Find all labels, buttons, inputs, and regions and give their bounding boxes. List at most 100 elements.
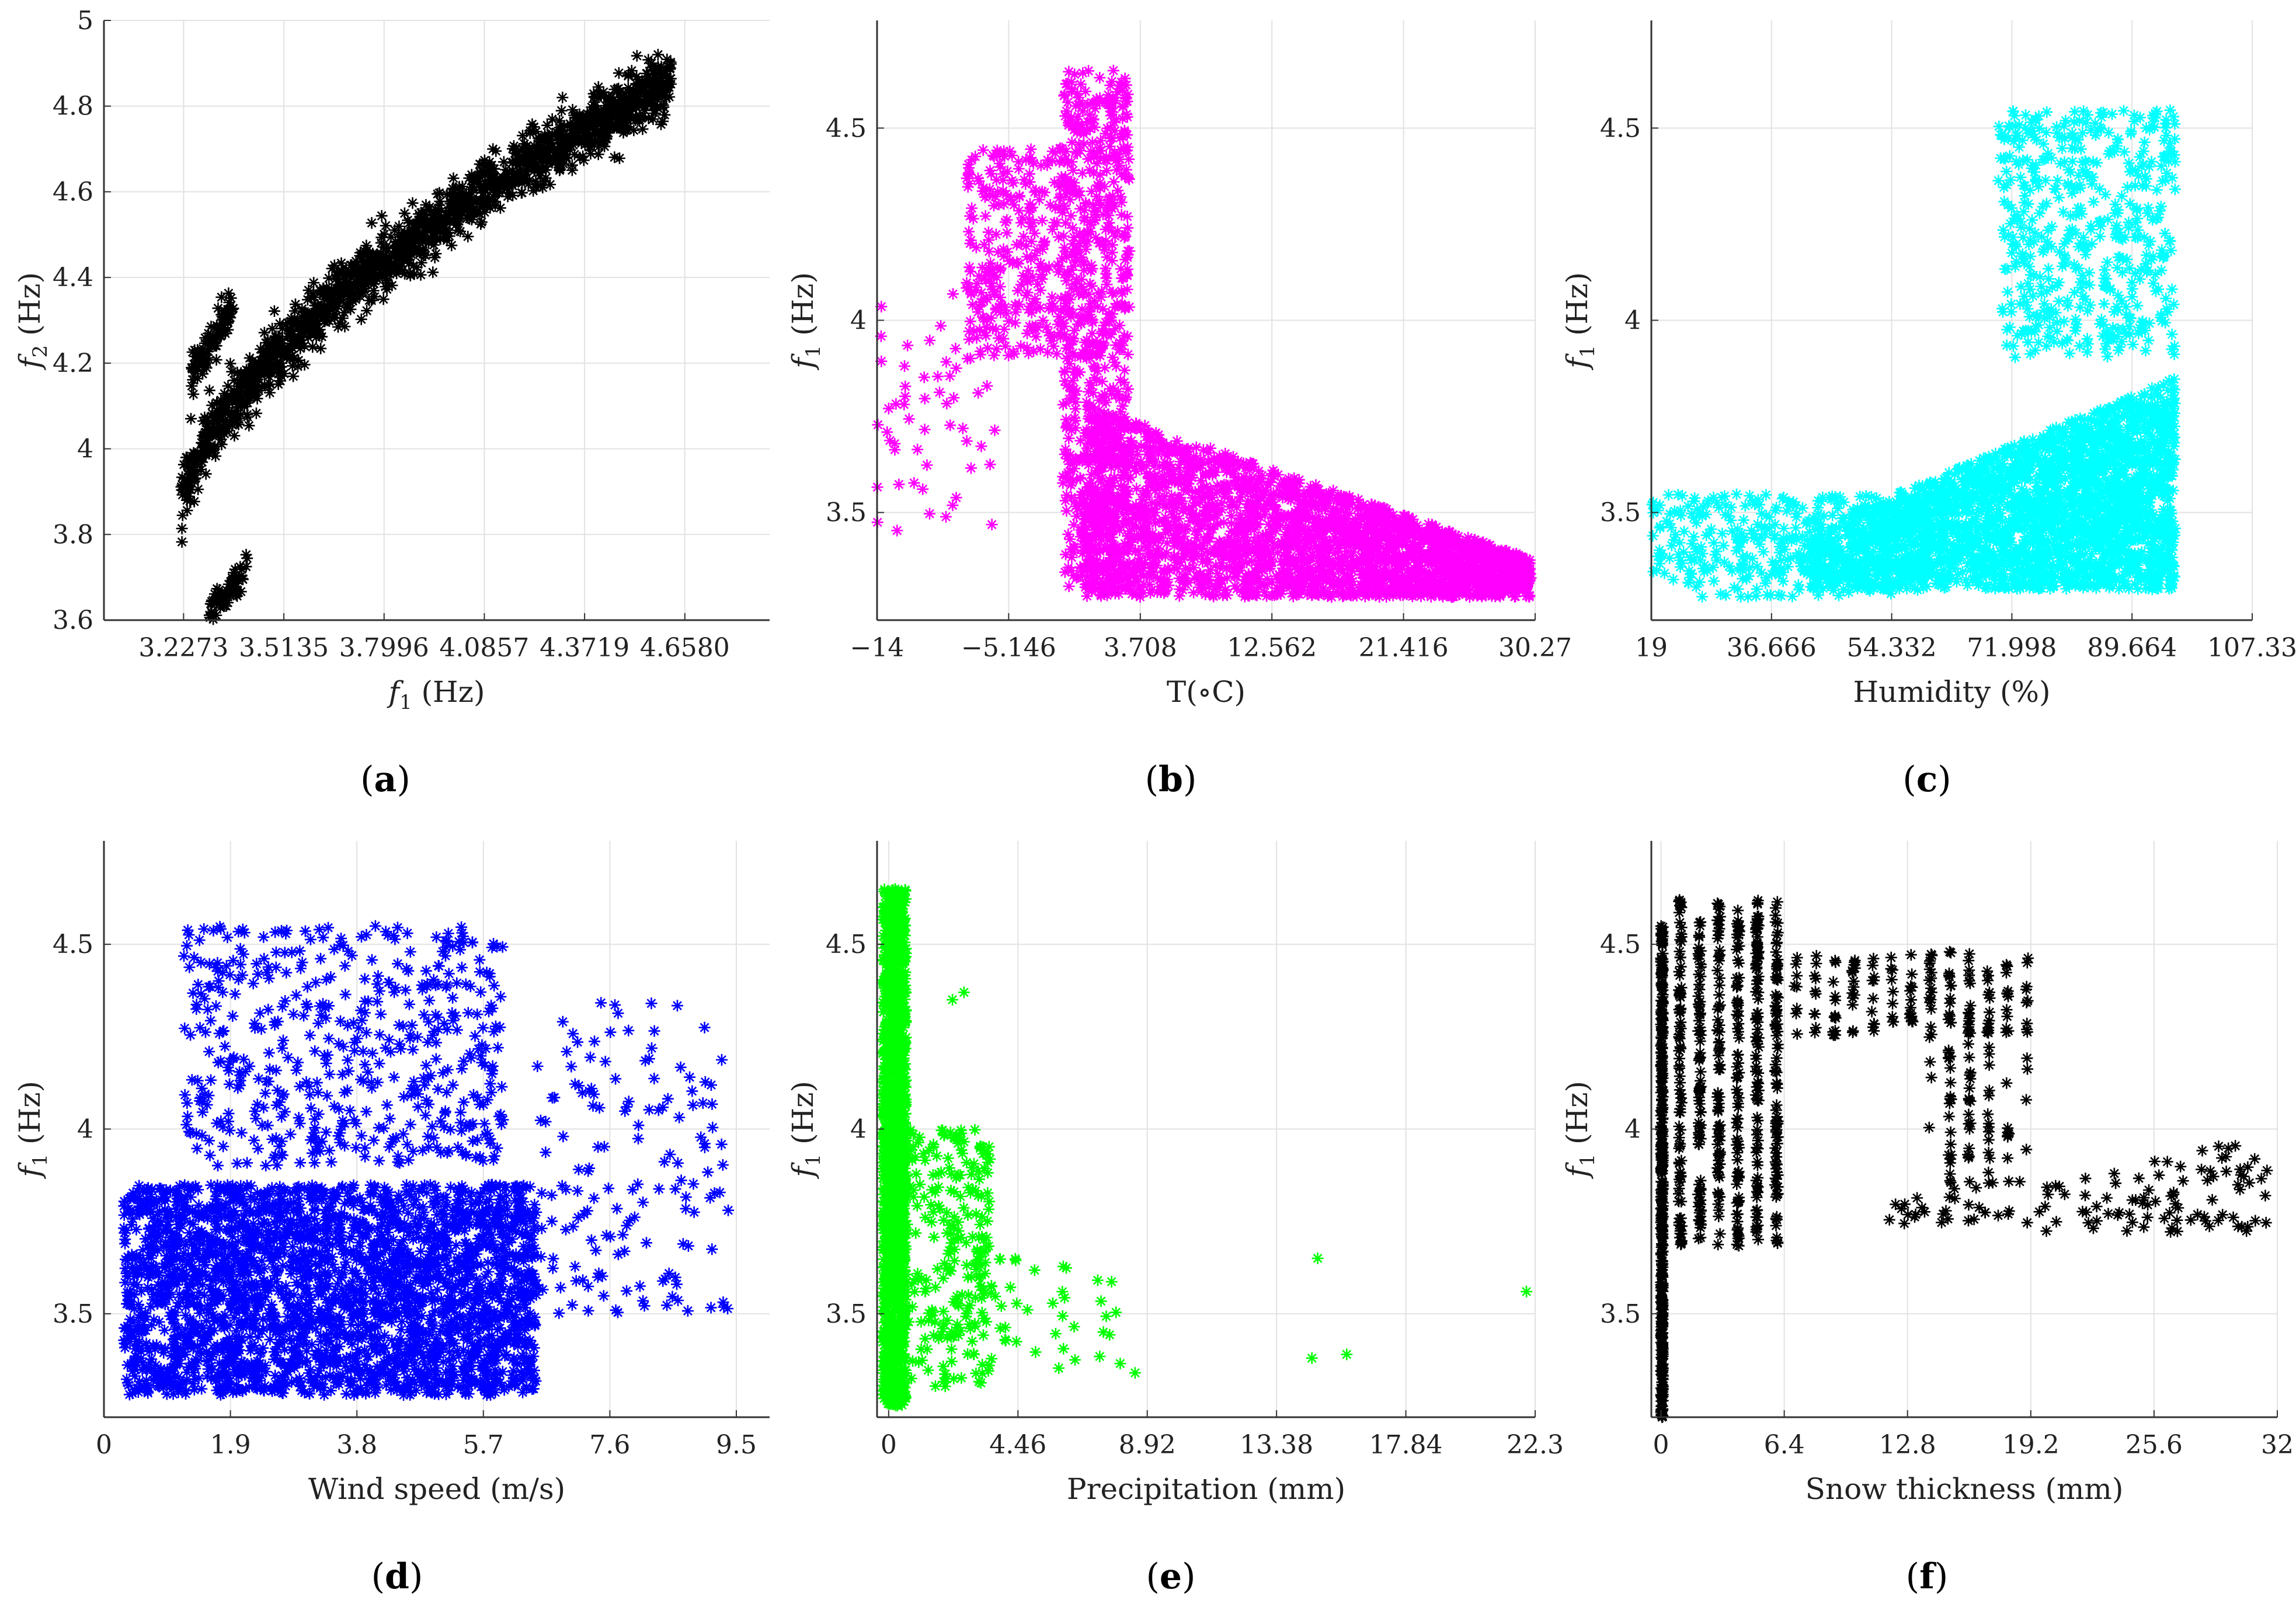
data-point [224,588,235,600]
data-point [1118,421,1130,433]
data-point [1167,498,1179,510]
data-point [357,286,369,298]
data-point [197,415,209,427]
data-point [660,65,672,78]
data-point [311,305,323,317]
data-point [1194,579,1206,591]
data-point [427,266,439,279]
data-point [507,189,519,201]
data-point [1437,546,1449,558]
data-point [345,293,357,305]
data-point [1383,506,1396,519]
data-point [1149,485,1161,497]
data-point [213,408,225,420]
data-point [614,91,627,103]
data-point [266,360,278,372]
data-point [1160,501,1173,513]
data-point [554,121,566,134]
data-point [1121,331,1133,343]
data-point [1176,450,1188,462]
data-point [655,118,667,130]
data-point [339,321,351,333]
data-point [475,184,487,196]
data-point [534,169,546,182]
data-point [225,391,236,403]
data-point [286,332,298,344]
data-point [215,433,227,446]
data-point [564,144,576,156]
data-point [519,173,531,185]
data-point [1217,589,1229,601]
data-point [199,411,211,423]
data-point [603,91,615,103]
data-point [415,269,427,281]
data-point [555,119,567,131]
data-point [320,286,332,298]
data-point [518,138,530,150]
data-point [227,302,239,315]
data-point [577,150,589,162]
data-point [1327,522,1339,534]
data-point [1205,483,1217,496]
data-point [605,98,617,110]
data-point [208,428,220,440]
data-point [502,190,514,203]
data-point [236,572,249,585]
data-point [217,319,229,331]
y-tick-label: 4.2 [53,349,93,378]
data-point [585,148,597,160]
data-point [1272,469,1284,481]
data-point [318,293,331,305]
data-point [204,440,216,452]
data-point [482,180,494,192]
data-point [309,300,321,312]
data-point [1310,499,1322,511]
data-point [1313,545,1326,558]
data-point [386,279,398,291]
data-point [631,71,643,83]
data-point [450,182,462,194]
data-point [183,462,196,475]
data-point [340,272,352,284]
data-point [620,111,632,123]
data-point [1229,580,1241,592]
data-point [329,273,342,286]
data-point [1119,171,1131,183]
data-point [345,303,357,315]
data-point [1163,475,1175,488]
x-tick-label: 4.6580 [640,633,730,663]
data-point [210,450,222,462]
data-point [566,159,578,171]
data-point [1349,520,1361,533]
data-point [270,331,282,343]
data-point [1273,489,1285,501]
x-tick-label: 4.0857 [439,633,529,663]
data-point [1144,547,1157,559]
data-point [613,67,625,79]
data-point [1168,540,1181,552]
data-point [1122,141,1134,153]
data-point [331,270,343,282]
data-point [580,110,592,123]
data-point [274,375,287,387]
data-point [1123,525,1136,537]
data-point [204,597,217,610]
data-point [549,149,562,162]
data-point [450,189,462,201]
data-point [1166,490,1178,502]
data-point [597,108,609,120]
x-tick-label: 4.3719 [540,633,629,663]
data-point [278,367,290,380]
x-axis-label: f1 (Hz) [386,675,485,714]
data-point [226,366,238,378]
data-point [268,305,280,317]
data-point [184,476,196,488]
data-point [332,321,344,333]
data-point [433,187,446,199]
data-point [530,161,542,172]
scatter-series-b [871,64,1537,603]
data-point [208,339,221,352]
data-point [192,483,204,495]
data-point [201,420,214,432]
data-point [574,151,586,164]
